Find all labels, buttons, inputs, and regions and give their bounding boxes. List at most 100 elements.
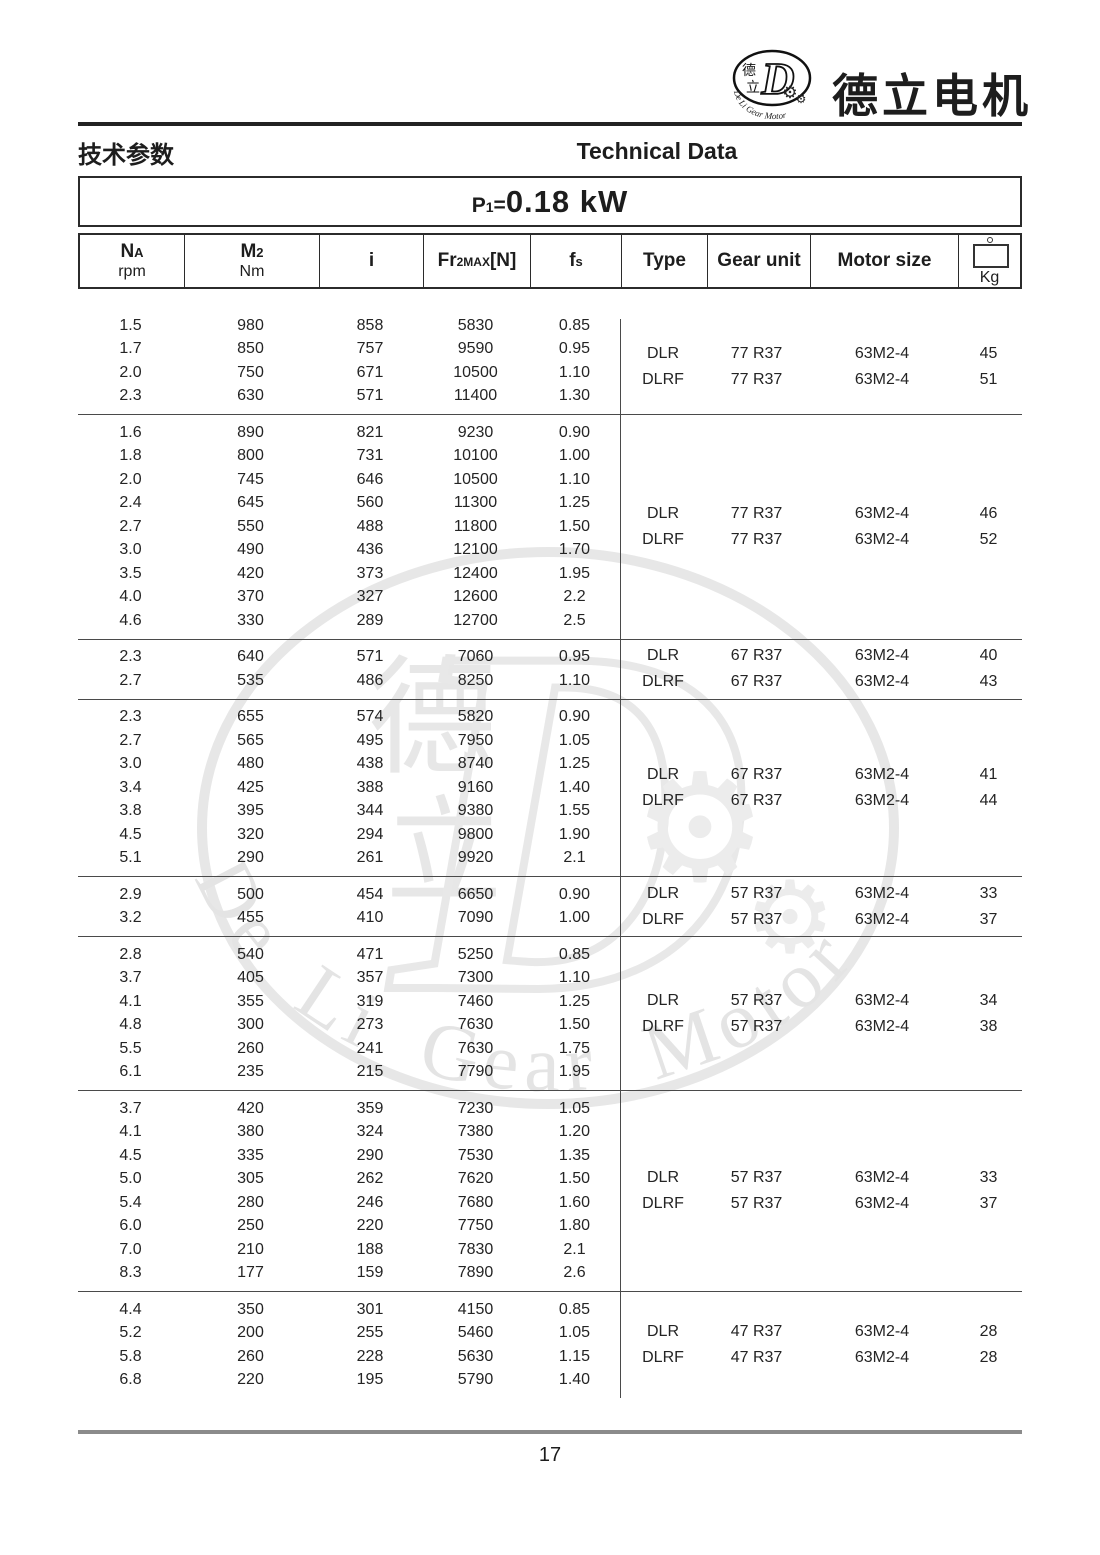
na-value: 2.3 [119, 387, 142, 405]
gear-unit-value: 67 R37 [730, 791, 783, 809]
weight-value: 38 [979, 1017, 998, 1035]
na-value: 2.4 [119, 494, 142, 512]
fr2max-value: 11400 [453, 387, 498, 405]
na-value: 2.7 [119, 731, 142, 749]
ratio-value: 410 [356, 909, 384, 927]
fs-value: 1.20 [558, 1123, 591, 1141]
ratio-value: 646 [356, 470, 384, 488]
motor-size-value: 63M2-4 [854, 1169, 910, 1186]
table-row: 3.2 455 410 7090 1.00 [78, 907, 620, 931]
table-row: 5.0 305 262 7620 1.50 [78, 1168, 620, 1192]
variant-row: DLRF 57 R37 63M2-4 38 [621, 1014, 1022, 1040]
gear-unit-value: 77 R37 [730, 370, 783, 388]
weight-value: 37 [979, 910, 998, 928]
column-header-fs: fs [531, 235, 622, 287]
fr2max-value: 7680 [457, 1193, 494, 1211]
m2-value: 480 [237, 755, 264, 773]
fr2max-value: 12700 [453, 611, 498, 629]
na-value: 3.0 [119, 541, 142, 559]
m2-value: 645 [237, 494, 264, 512]
table-group: 4.4 350 301 4150 0.85 5.2 200 255 5460 1.05 5.8 260… [78, 1292, 1022, 1398]
logo-emblem: 德 立 D ⚙ ⚙ De Li Gear Motor [732, 49, 812, 121]
ratio-value: 324 [356, 1123, 384, 1141]
weight-value: 28 [979, 1323, 998, 1340]
m2-value: 750 [237, 363, 264, 381]
column-header-gear-unit: Gear unit [708, 235, 811, 287]
group-variants: DLR 57 R37 63M2-4 33 DLRF 57 R37 63M2-4 37 [620, 1091, 1022, 1291]
motor-size-value: 63M2-4 [854, 344, 910, 362]
table-row: 2.3 640 571 7060 0.95 [78, 646, 620, 670]
table-row: 4.1 380 324 7380 1.20 [78, 1121, 620, 1145]
m2-value: 370 [237, 588, 264, 606]
variant-row: DLRF 57 R37 63M2-4 37 [621, 1191, 1022, 1217]
table-body: 1.5 980 858 5830 0.85 1.7 850 757 9590 0.95 2.0 750… [78, 289, 1022, 1398]
fr2max-value: 7750 [457, 1217, 494, 1235]
na-value: 2.9 [119, 885, 142, 903]
m2-value: 177 [237, 1264, 264, 1282]
fs-value: 1.50 [558, 1170, 591, 1188]
m2-value: 890 [237, 423, 264, 441]
fr2max-value: 5250 [457, 945, 494, 963]
fs-value: 1.05 [558, 1099, 591, 1117]
m2-value: 420 [237, 564, 264, 582]
fs-value: 0.85 [558, 316, 591, 334]
fr2max-value: 5790 [457, 1371, 494, 1389]
fs-value: 1.95 [558, 1063, 591, 1081]
type-value: DLR [646, 765, 679, 783]
fs-value: 1.00 [558, 909, 591, 927]
ratio-value: 195 [356, 1371, 384, 1389]
gear-unit-value: 57 R37 [730, 991, 783, 1009]
logo-char-bottom: 立 [746, 80, 760, 96]
table-row: 2.7 565 495 7950 1.05 [78, 729, 620, 753]
group-data: 4.4 350 301 4150 0.85 5.2 200 255 5460 1.05 5.8 260… [78, 1292, 620, 1398]
ratio-value: 731 [356, 447, 384, 465]
m2-value: 565 [237, 731, 264, 749]
gear-unit-value: 77 R37 [730, 530, 783, 548]
motor-size-value: 63M2-4 [854, 530, 910, 548]
ratio-value: 373 [356, 564, 384, 582]
ratio-value: 488 [356, 517, 384, 535]
fs-value: 1.25 [558, 992, 591, 1010]
fs-value: 1.15 [558, 1347, 591, 1365]
group-variants: DLR 67 R37 63M2-4 41 DLRF 67 R37 63M2-4 44 [620, 699, 1022, 876]
fs-value: 1.95 [558, 564, 591, 582]
fs-value: 1.40 [558, 1371, 591, 1389]
gear-unit-value: 47 R37 [730, 1349, 783, 1366]
motor-size-value: 63M2-4 [854, 370, 910, 388]
variant-row: DLR 57 R37 63M2-4 34 [621, 988, 1022, 1014]
variant-row: DLRF 57 R37 63M2-4 37 [621, 907, 1022, 933]
ratio-value: 486 [356, 671, 384, 689]
na-value: 5.4 [119, 1193, 142, 1211]
m2-value: 655 [237, 708, 264, 726]
table-row: 1.6 890 821 9230 0.90 [78, 421, 620, 445]
m2-value: 420 [237, 1099, 264, 1117]
gear-unit-value: 57 R37 [730, 1195, 783, 1212]
na-value: 3.0 [119, 755, 142, 773]
power-rating-box: P1=0.18 kW [78, 176, 1022, 227]
m2-value: 980 [237, 316, 264, 334]
m2-value: 300 [237, 1016, 264, 1034]
na-value: 3.4 [119, 778, 142, 796]
fs-value: 1.25 [558, 755, 591, 773]
ratio-value: 388 [356, 778, 384, 796]
group-data: 2.8 540 471 5250 0.85 3.7 405 357 7300 1.10 4.1 355… [78, 937, 620, 1090]
table-row: 3.5 420 373 12400 1.95 [78, 562, 620, 586]
fr2max-value: 7460 [457, 992, 494, 1010]
fr2max-value: 10100 [453, 447, 498, 465]
table-group: 2.3 655 574 5820 0.90 2.7 565 495 7950 1.05 3.0 480… [78, 699, 1022, 877]
fr2max-value: 7230 [457, 1099, 494, 1117]
variant-row: DLR 77 R37 63M2-4 45 [621, 341, 1022, 367]
brand-title: 德立电机 [832, 71, 1032, 122]
fr2max-value: 5830 [457, 316, 494, 334]
m2-value: 395 [237, 802, 264, 820]
table-row: 2.3 630 571 11400 1.30 [78, 385, 620, 409]
variant-row: DLR 57 R37 63M2-4 33 [621, 881, 1022, 907]
fs-value: 1.05 [558, 731, 591, 749]
fr2max-value: 4150 [457, 1300, 494, 1318]
fr2max-value: 5460 [457, 1324, 494, 1342]
fr2max-value: 9590 [457, 340, 494, 358]
table-row: 3.7 420 359 7230 1.05 [78, 1097, 620, 1121]
table-row: 3.0 480 438 8740 1.25 [78, 753, 620, 777]
na-value: 6.1 [119, 1063, 142, 1081]
ratio-value: 438 [356, 755, 384, 773]
